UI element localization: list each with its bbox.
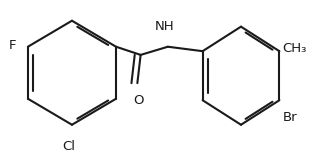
Text: NH: NH bbox=[155, 20, 174, 33]
Text: Br: Br bbox=[283, 111, 297, 124]
Text: O: O bbox=[134, 94, 144, 107]
Text: Cl: Cl bbox=[62, 140, 75, 153]
Text: CH₃: CH₃ bbox=[283, 42, 307, 55]
Text: F: F bbox=[9, 39, 17, 52]
